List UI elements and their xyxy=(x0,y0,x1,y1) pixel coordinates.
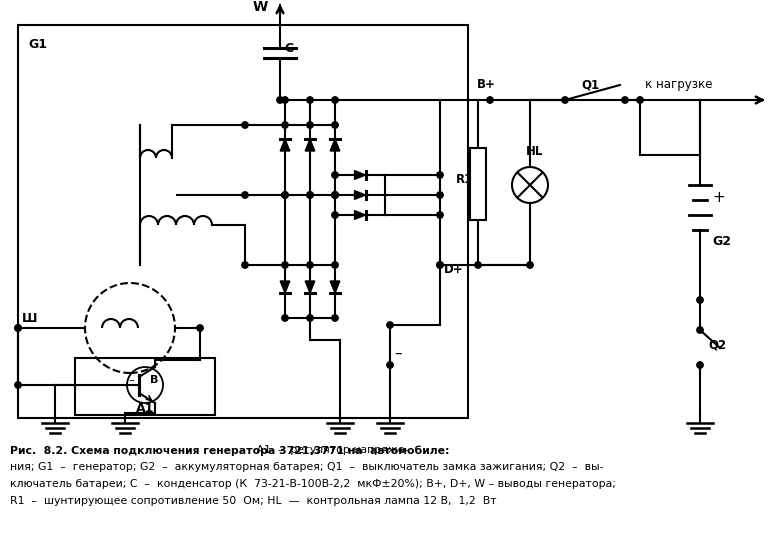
Circle shape xyxy=(307,122,313,128)
Circle shape xyxy=(387,362,393,368)
Text: R1  –  шунтирующее сопротивление 50  Ом; HL  —  контрольная лампа 12 В,  1,2  Вт: R1 – шунтирующее сопротивление 50 Ом; HL… xyxy=(10,496,497,506)
Text: Рис.  8.2. Схема подключения генератора 3721.3771 на  автомобиле:: Рис. 8.2. Схема подключения генератора 3… xyxy=(10,445,449,456)
Circle shape xyxy=(332,192,338,198)
Circle shape xyxy=(437,262,443,268)
Polygon shape xyxy=(281,281,290,293)
Circle shape xyxy=(387,322,393,328)
Circle shape xyxy=(242,122,248,128)
Circle shape xyxy=(637,97,643,103)
Circle shape xyxy=(622,97,629,103)
Circle shape xyxy=(197,325,203,331)
Circle shape xyxy=(282,97,288,103)
Polygon shape xyxy=(330,139,339,151)
Bar xyxy=(470,148,486,220)
Circle shape xyxy=(332,97,338,103)
Polygon shape xyxy=(354,170,366,179)
Circle shape xyxy=(332,212,338,218)
Text: W: W xyxy=(253,0,268,14)
Text: ния; G1  –  генератор; G2  –  аккумуляторная батарея; Q1  –  выключатель замка з: ния; G1 – генератор; G2 – аккумуляторная… xyxy=(10,462,604,472)
Text: G2: G2 xyxy=(712,235,731,248)
Polygon shape xyxy=(281,139,290,151)
Circle shape xyxy=(697,362,703,368)
Circle shape xyxy=(562,97,568,103)
Circle shape xyxy=(437,192,443,198)
Circle shape xyxy=(282,192,288,198)
Text: A1: A1 xyxy=(136,402,154,415)
Circle shape xyxy=(332,192,338,198)
Text: А1  –  регулятор напряже-: А1 – регулятор напряже- xyxy=(253,445,408,455)
Circle shape xyxy=(15,325,21,331)
Text: Ш: Ш xyxy=(22,312,37,325)
Circle shape xyxy=(332,262,338,268)
Text: Q1: Q1 xyxy=(581,78,599,91)
Text: R1: R1 xyxy=(456,173,474,186)
Polygon shape xyxy=(354,191,366,200)
Circle shape xyxy=(697,297,703,303)
Text: +: + xyxy=(712,190,725,205)
Text: –: – xyxy=(394,346,401,361)
Text: ключатель батареи; С  –  конденсатор (К  73-21-В-100В-2,2  мкФ±20%); В+, D+, W –: ключатель батареи; С – конденсатор (К 73… xyxy=(10,479,616,489)
Circle shape xyxy=(307,97,313,103)
Text: B: B xyxy=(150,375,158,385)
Circle shape xyxy=(277,97,283,103)
Circle shape xyxy=(15,382,21,388)
Bar xyxy=(75,358,215,415)
Circle shape xyxy=(282,192,288,198)
Circle shape xyxy=(437,172,443,178)
Circle shape xyxy=(282,122,288,128)
Circle shape xyxy=(282,262,288,268)
Circle shape xyxy=(527,262,533,268)
Text: D+: D+ xyxy=(444,263,463,276)
Circle shape xyxy=(437,262,443,268)
Bar xyxy=(18,25,468,418)
Polygon shape xyxy=(305,139,315,151)
Text: HL: HL xyxy=(526,145,543,158)
Circle shape xyxy=(697,327,703,333)
Polygon shape xyxy=(305,281,315,293)
Text: к нагрузке: к нагрузке xyxy=(645,78,712,91)
Text: C: C xyxy=(284,42,293,55)
Circle shape xyxy=(332,122,338,128)
Circle shape xyxy=(242,192,248,198)
Polygon shape xyxy=(354,211,366,220)
Text: B+: B+ xyxy=(477,78,495,91)
Circle shape xyxy=(332,192,338,198)
Circle shape xyxy=(332,315,338,321)
Circle shape xyxy=(437,212,443,218)
Circle shape xyxy=(282,315,288,321)
Text: Q2: Q2 xyxy=(708,338,726,351)
Polygon shape xyxy=(330,281,339,293)
Circle shape xyxy=(475,262,481,268)
Circle shape xyxy=(307,262,313,268)
Circle shape xyxy=(487,97,493,103)
Circle shape xyxy=(242,262,248,268)
Circle shape xyxy=(307,315,313,321)
Circle shape xyxy=(307,192,313,198)
Circle shape xyxy=(15,325,21,331)
Circle shape xyxy=(332,172,338,178)
Circle shape xyxy=(307,192,313,198)
Text: G1: G1 xyxy=(28,38,47,51)
Text: –: – xyxy=(128,375,134,385)
